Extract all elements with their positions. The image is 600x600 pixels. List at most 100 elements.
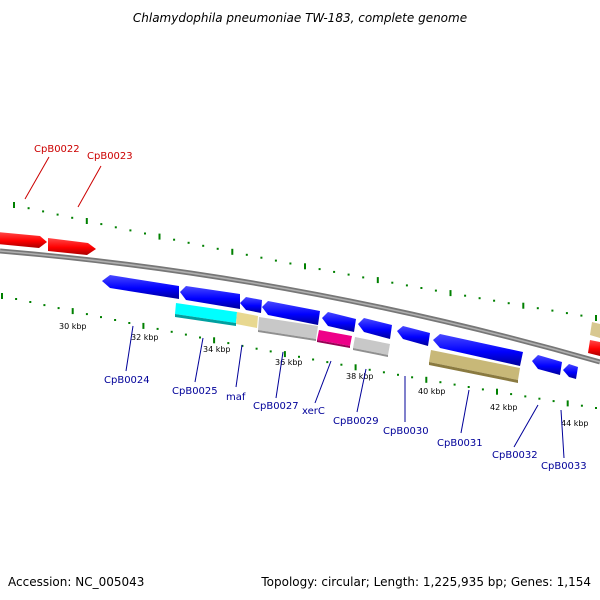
gene-arrow-CpB0030 [397,326,430,346]
forward-scale-major-tick [85,218,88,224]
reverse-scale-minor-tick [184,333,187,336]
gene-arrow-CpB0022 [0,232,47,248]
gene-block-edge [590,322,600,338]
leader-CpB0024 [125,325,134,372]
gene-label-CpB0030: CpB0030 [383,426,429,437]
leader-CpB0023 [77,165,102,208]
gene-label-CpB0027: CpB0027 [253,401,299,412]
forward-scale-minor-tick [551,309,554,312]
feature-block-olive [429,350,520,380]
gene-label-CpB0029: CpB0029 [333,416,379,427]
reverse-scale-minor-tick [114,319,117,321]
reverse-scale-minor-tick [298,355,300,358]
reverse-scale-minor-tick [156,327,159,330]
scale-label-34kbp: 34 kbp [203,345,231,354]
leader-xerC [314,360,332,404]
forward-scale-minor-tick [129,229,132,232]
forward-scale-minor-tick [187,241,190,244]
reverse-scale-major-tick [566,400,569,407]
leader-CpB0031 [460,389,470,434]
feature-block-magenta [317,330,352,346]
forward-scale-minor-tick [347,273,350,276]
forward-scale-minor-tick [580,314,583,317]
forward-scale-minor-tick [536,307,539,310]
forward-scale-minor-tick [289,262,292,265]
reverse-scale-major-tick [425,376,428,383]
reverse-scale-minor-tick [85,313,88,316]
forward-scale-minor-tick [405,284,408,287]
forward-scale-minor-tick [42,210,45,213]
reverse-scale-minor-tick [15,298,18,300]
forward-scale-minor-tick [318,268,321,271]
scale-label-32kbp: 32 kbp [131,333,159,342]
forward-tick-row [13,202,597,321]
forward-scale-minor-tick [114,226,117,229]
reverse-scale-minor-tick [199,336,201,339]
genome-summary: Topology: circular; Length: 1,225,935 bp… [260,575,591,589]
forward-scale-minor-tick [274,259,277,262]
forward-scale-minor-tick [507,302,510,305]
gene-label-xerC: xerC [302,406,325,417]
leader-CpB0029 [356,368,367,413]
feature-block-magenta-shade [317,340,350,348]
scale-label-42kbp: 42 kbp [490,403,518,412]
reverse-scale-major-tick [354,364,357,371]
forward-scale-major-tick [595,315,597,321]
feature-block-tan [236,312,258,328]
forward-scale-minor-tick [391,281,394,284]
feature-block-grey-2 [353,337,390,355]
gene-label-CpB0033: CpB0033 [541,461,587,472]
gene-arrow-CpB0033 [563,364,578,379]
gene-label-CpB0022: CpB0022 [34,144,80,155]
forward-scale-minor-tick [245,253,248,256]
reverse-scale-minor-tick [340,363,343,366]
reverse-scale-minor-tick [538,397,541,400]
reverse-scale-minor-tick [453,383,456,386]
forward-scale-minor-tick [565,312,568,315]
gene-label-CpB0025: CpB0025 [172,386,218,397]
forward-scale-major-tick [13,202,15,208]
reverse-scale-minor-tick [227,342,230,345]
feature-blocks [175,303,520,383]
gene-arrow-CpB0027 [262,301,320,325]
reverse-scale-major-tick [71,308,74,315]
reverse-scale-minor-tick [100,316,102,319]
feature-block-cyan [175,303,237,323]
gene-label-CpB0023: CpB0023 [87,151,133,162]
reverse-scale-minor-tick [57,307,60,310]
scale-labels: 30 kbp 32 kbp 34 kbp 36 kbp 38 kbp 40 kb… [59,322,589,428]
reverse-scale-minor-tick [595,407,597,409]
reverse-scale-minor-tick [269,350,272,353]
forward-scale-minor-tick [216,247,219,250]
forward-scale-major-tick [231,248,234,255]
reverse-scale-minor-tick [382,371,385,374]
reverse-scale-major-tick [283,351,286,358]
reverse-scale-major-tick [142,322,145,329]
forward-scale-major-tick [449,290,452,297]
reverse-scale-major-tick [213,337,216,344]
forward-scale-minor-tick [71,216,74,219]
gene-arrow-xerC [322,312,356,332]
backbone-highlight [0,250,600,363]
forward-scale-minor-tick [493,299,496,302]
reverse-scale-minor-tick [326,361,329,364]
leader-CpB0033 [560,409,565,459]
gene-arrow-CpB0032 [532,355,562,375]
forward-scale-minor-tick [434,289,437,292]
feature-block-grey-1 [258,317,318,339]
gene-label-maf: maf [226,392,246,403]
reverse-scale-major-tick [496,388,498,395]
forward-scale-minor-tick [27,207,30,210]
reverse-scale-minor-tick [43,304,46,307]
forward-scale-minor-tick [478,297,481,300]
scale-label-30kbp: 30 kbp [59,322,87,331]
reverse-scale-minor-tick [368,368,371,371]
reverse-scale-minor-tick [439,381,442,384]
forward-scale-major-tick [158,233,161,240]
reverse-scale-minor-tick [552,400,555,403]
gene-arrow-CpB0025 [180,286,240,309]
gene-label-CpB0024: CpB0024 [104,375,150,386]
reverse-scale-minor-tick [312,358,315,361]
gene-arrow-CpB0029 [358,318,392,339]
